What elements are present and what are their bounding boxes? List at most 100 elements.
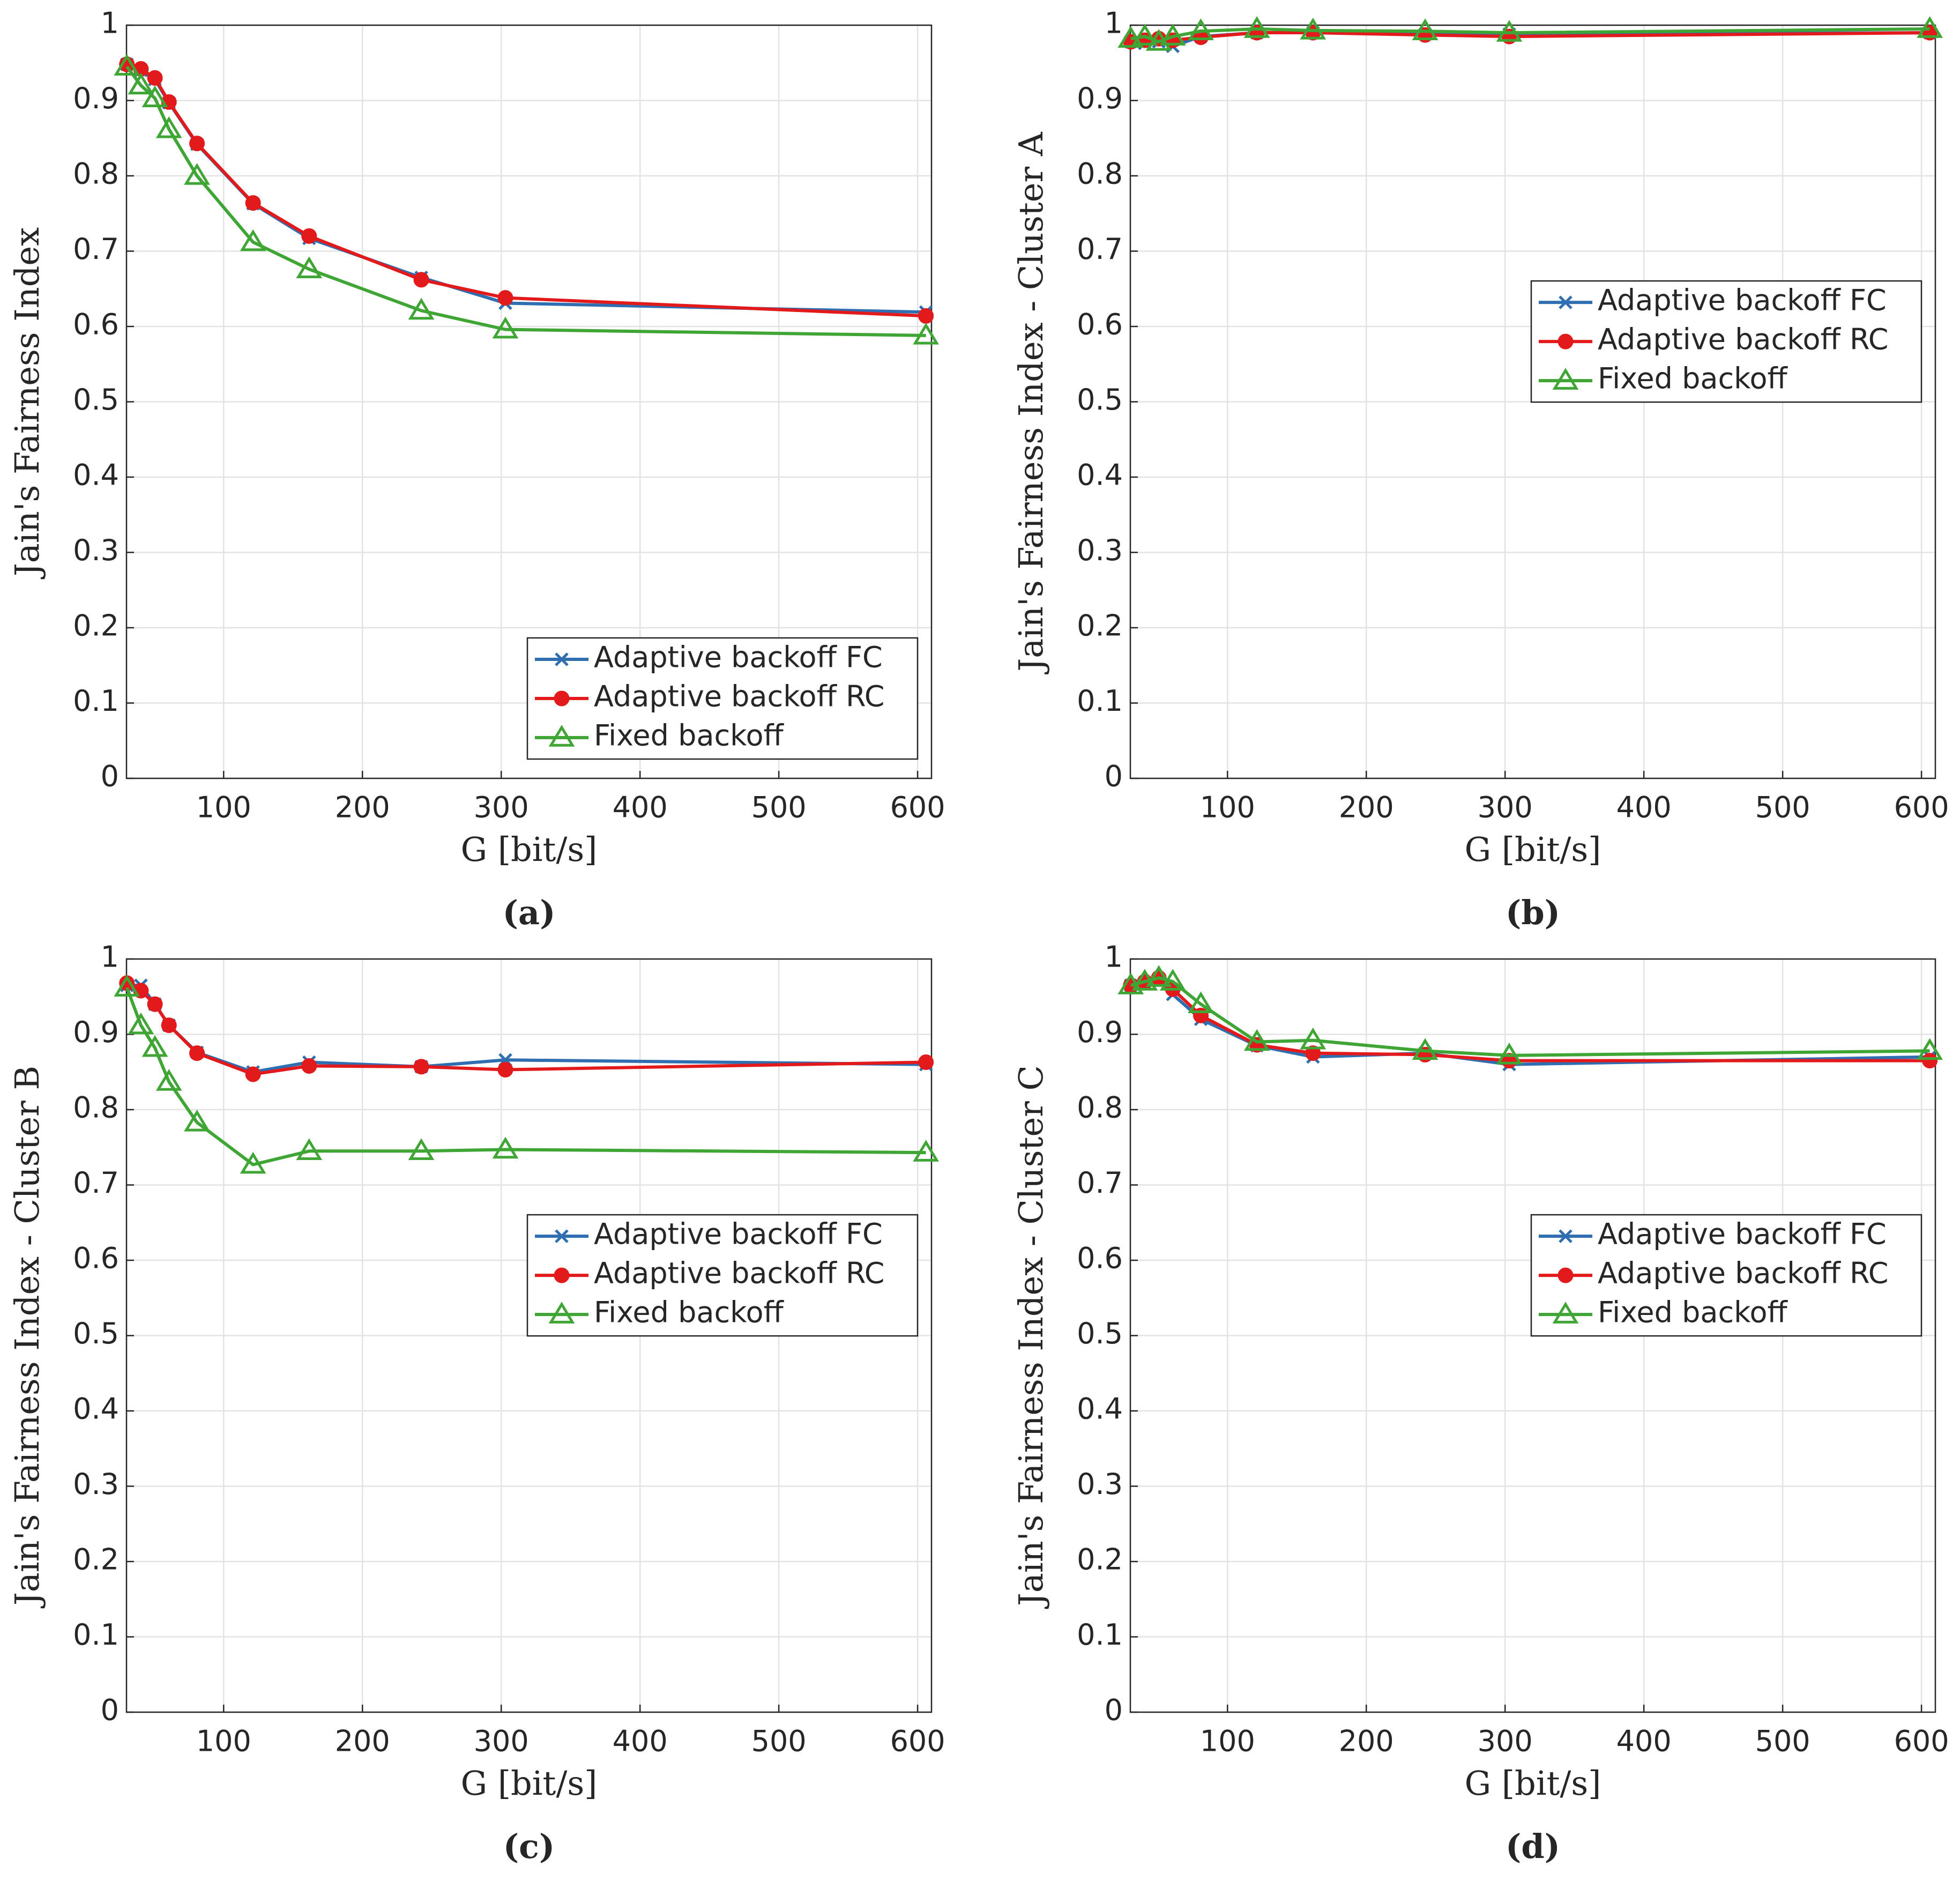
marker-circle (147, 996, 163, 1012)
x-tick-label: 100 (1200, 1725, 1255, 1758)
y-tick-label: 0.7 (73, 1166, 119, 1200)
legend-label: Fixed backoff (594, 719, 785, 753)
marker-circle (1305, 1045, 1321, 1061)
y-tick-label: 1 (1105, 940, 1123, 974)
marker-triangle (408, 1138, 435, 1161)
legend-box (1530, 280, 1922, 403)
y-tick-label: 0.5 (73, 1317, 119, 1350)
legend-box (526, 1214, 919, 1337)
x-tick-label: 600 (890, 791, 945, 824)
x-tick-label: 300 (1478, 791, 1533, 824)
marker-triangle (1117, 26, 1144, 48)
marker-circle (918, 1054, 934, 1070)
legend-label: Adaptive backoff FC (1598, 1217, 1887, 1251)
marker-triangle (1243, 16, 1270, 38)
y-tick-label: 0.3 (1077, 1467, 1123, 1501)
marker-triangle (1412, 18, 1439, 40)
y-tick-label: 0.4 (73, 458, 119, 492)
y-axis-label: Jain's Fairness Index - Cluster C (1011, 1065, 1050, 1609)
marker-circle (301, 228, 317, 244)
y-tick-label: 0.9 (73, 1015, 119, 1049)
legend-label: Fixed backoff (1598, 1296, 1788, 1329)
marker-triangle (408, 298, 435, 320)
marker-circle (413, 1059, 429, 1075)
marker-triangle (492, 316, 519, 339)
caption: (c) (503, 1827, 555, 1866)
marker-triangle (548, 725, 575, 747)
marker-triangle (128, 72, 154, 95)
marker-x (1559, 1229, 1573, 1243)
y-tick-label: 0.8 (73, 157, 119, 191)
legend-label: Adaptive backoff RC (594, 680, 885, 713)
marker-triangle (184, 1110, 210, 1132)
caption: (d) (1506, 1827, 1560, 1866)
marker-triangle (1145, 965, 1172, 987)
y-tick-label: 0.7 (1077, 1166, 1123, 1200)
y-tick-label: 0.2 (73, 609, 119, 643)
y-tick-label: 0 (1105, 760, 1123, 793)
marker-circle (245, 1066, 261, 1082)
marker-x (555, 652, 569, 666)
marker-triangle (913, 1140, 940, 1162)
marker-circle (189, 1045, 205, 1061)
caption: (a) (503, 893, 556, 932)
x-tick-label: 500 (751, 1725, 807, 1758)
axes-frame (125, 958, 933, 1713)
y-tick-label: 0.9 (1077, 81, 1123, 115)
legend-label: Fixed backoff (594, 1296, 785, 1329)
marker-triangle (1496, 20, 1523, 42)
y-tick-label: 0.3 (1077, 533, 1123, 567)
y-tick-label: 0.8 (1077, 157, 1123, 191)
marker-triangle (296, 256, 323, 278)
legend-label: Adaptive backoff RC (1598, 1257, 1889, 1290)
marker-circle (161, 1017, 177, 1034)
y-tick-label: 0.2 (1077, 609, 1123, 643)
y-tick-label: 0.4 (73, 1392, 119, 1426)
x-axis-label: G [bit/s] (1465, 1764, 1601, 1803)
series-line (125, 987, 926, 1166)
marker-triangle (1188, 991, 1214, 1014)
marker-triangle (240, 1151, 266, 1174)
axes-frame (1129, 24, 1936, 779)
x-tick-label: 300 (474, 791, 529, 824)
legend-label: Adaptive backoff RC (594, 1257, 885, 1290)
y-tick-label: 0.1 (1077, 1618, 1123, 1652)
marker-triangle (1917, 1038, 1943, 1060)
marker-triangle (1159, 24, 1186, 46)
marker-triangle (1243, 1029, 1270, 1051)
y-axis-label: Jain's Fairness Index - Cluster A (1011, 131, 1050, 674)
y-tick-label: 0.6 (73, 1242, 119, 1275)
y-tick-label: 0.8 (1077, 1091, 1123, 1125)
marker-triangle (1496, 1042, 1523, 1065)
marker-triangle (1159, 969, 1186, 991)
marker-circle (1557, 1267, 1574, 1283)
marker-triangle (155, 116, 182, 138)
x-tick-label: 400 (613, 791, 668, 824)
marker-triangle (141, 85, 168, 108)
marker-triangle (1917, 16, 1943, 38)
marker-circle (497, 1062, 513, 1078)
y-tick-label: 1 (1105, 6, 1123, 40)
y-tick-label: 0.5 (1077, 1317, 1123, 1350)
axes-frame (1129, 958, 1936, 1713)
x-tick-label: 300 (1478, 1725, 1533, 1758)
x-tick-label: 600 (1894, 791, 1949, 824)
marker-triangle (114, 975, 140, 997)
x-tick-label: 400 (613, 1725, 668, 1758)
marker-triangle (184, 163, 210, 185)
y-tick-label: 1 (101, 6, 119, 40)
marker-triangle (1300, 17, 1326, 40)
legend-label: Adaptive backoff FC (1598, 284, 1887, 317)
y-tick-label: 0.7 (1077, 232, 1123, 266)
y-tick-label: 0.6 (1077, 308, 1123, 341)
y-tick-label: 0.3 (73, 1467, 119, 1501)
legend-box (526, 637, 919, 760)
marker-triangle (1188, 18, 1214, 40)
marker-triangle (128, 1012, 154, 1035)
y-tick-label: 0.2 (1077, 1543, 1123, 1577)
y-tick-label: 0.8 (73, 1091, 119, 1125)
x-tick-label: 500 (1755, 791, 1810, 824)
marker-circle (413, 272, 429, 288)
marker-triangle (155, 1069, 182, 1091)
